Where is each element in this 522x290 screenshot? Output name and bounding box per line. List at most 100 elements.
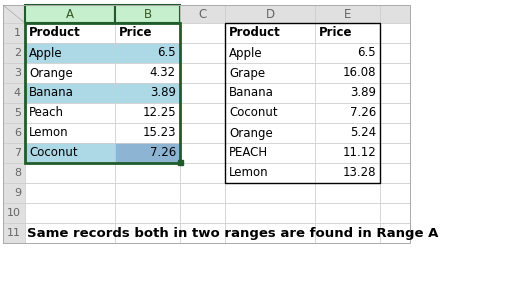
Bar bbox=[115, 143, 180, 163]
Text: D: D bbox=[266, 8, 275, 21]
Bar bbox=[3, 5, 25, 23]
Text: A: A bbox=[66, 8, 74, 21]
Bar bbox=[180, 163, 225, 183]
Bar bbox=[225, 43, 315, 63]
Bar bbox=[3, 123, 25, 143]
Bar bbox=[25, 203, 115, 223]
Bar bbox=[3, 183, 25, 203]
Bar bbox=[380, 103, 410, 123]
Bar bbox=[3, 23, 25, 43]
Bar bbox=[180, 123, 225, 143]
Bar bbox=[225, 143, 315, 163]
Text: 13.28: 13.28 bbox=[342, 166, 376, 180]
Bar bbox=[315, 63, 380, 83]
Text: 5.24: 5.24 bbox=[350, 126, 376, 139]
Bar bbox=[25, 43, 115, 63]
Bar bbox=[25, 5, 115, 23]
Bar bbox=[225, 183, 315, 203]
Bar bbox=[25, 163, 115, 183]
Bar bbox=[380, 23, 410, 43]
Text: 5: 5 bbox=[14, 108, 21, 118]
Text: 4.32: 4.32 bbox=[150, 66, 176, 79]
Text: 6.5: 6.5 bbox=[358, 46, 376, 59]
Bar bbox=[115, 23, 180, 43]
Text: Grape: Grape bbox=[229, 66, 265, 79]
Text: C: C bbox=[198, 8, 207, 21]
Text: 3.89: 3.89 bbox=[350, 86, 376, 99]
Text: 8: 8 bbox=[14, 168, 21, 178]
Bar bbox=[380, 43, 410, 63]
Bar bbox=[315, 23, 380, 43]
Bar bbox=[380, 183, 410, 203]
Bar bbox=[115, 163, 180, 183]
Bar bbox=[225, 103, 315, 123]
Bar bbox=[115, 223, 180, 243]
Bar bbox=[315, 5, 380, 23]
Bar bbox=[25, 23, 180, 163]
Text: Lemon: Lemon bbox=[29, 126, 68, 139]
Bar bbox=[225, 63, 315, 83]
Bar bbox=[25, 223, 115, 243]
Bar bbox=[25, 123, 115, 143]
Bar bbox=[115, 43, 180, 63]
Text: Product: Product bbox=[229, 26, 281, 39]
Bar bbox=[315, 203, 380, 223]
Bar bbox=[380, 223, 410, 243]
Bar bbox=[225, 23, 380, 183]
Bar bbox=[25, 143, 115, 163]
Bar bbox=[3, 5, 410, 243]
Bar bbox=[115, 83, 180, 103]
Bar bbox=[3, 43, 25, 63]
Bar bbox=[115, 63, 180, 83]
Text: Apple: Apple bbox=[29, 46, 63, 59]
Bar bbox=[180, 183, 225, 203]
Text: 16.08: 16.08 bbox=[342, 66, 376, 79]
Bar bbox=[115, 103, 180, 123]
Bar bbox=[225, 123, 315, 143]
Bar bbox=[3, 163, 25, 183]
Bar bbox=[3, 143, 25, 163]
Bar bbox=[315, 83, 380, 103]
Text: Price: Price bbox=[119, 26, 152, 39]
Bar bbox=[180, 143, 225, 163]
Text: Price: Price bbox=[319, 26, 352, 39]
Bar bbox=[3, 103, 25, 123]
Bar bbox=[380, 5, 410, 23]
Bar bbox=[225, 83, 315, 103]
Bar bbox=[315, 123, 380, 143]
Bar bbox=[3, 63, 25, 83]
Text: E: E bbox=[344, 8, 351, 21]
Bar bbox=[115, 5, 180, 23]
Text: Coconut: Coconut bbox=[29, 146, 78, 160]
Text: 6: 6 bbox=[14, 128, 21, 138]
Text: 12.25: 12.25 bbox=[143, 106, 176, 119]
Text: 1: 1 bbox=[14, 28, 21, 38]
Bar bbox=[25, 63, 115, 83]
Bar bbox=[225, 23, 315, 43]
Bar bbox=[25, 23, 115, 43]
Bar bbox=[315, 223, 380, 243]
Text: B: B bbox=[144, 8, 151, 21]
Text: 11: 11 bbox=[7, 228, 21, 238]
Text: 15.23: 15.23 bbox=[143, 126, 176, 139]
Text: 3: 3 bbox=[14, 68, 21, 78]
Bar bbox=[180, 5, 225, 23]
Text: Same records both in two ranges are found in Range A: Same records both in two ranges are foun… bbox=[27, 226, 438, 240]
Bar bbox=[380, 143, 410, 163]
Text: 9: 9 bbox=[14, 188, 21, 198]
Text: Banana: Banana bbox=[229, 86, 274, 99]
Bar bbox=[225, 223, 315, 243]
Bar bbox=[3, 83, 25, 103]
Bar bbox=[315, 183, 380, 203]
Bar bbox=[180, 83, 225, 103]
Text: 6.5: 6.5 bbox=[157, 46, 176, 59]
Bar bbox=[115, 203, 180, 223]
Text: 4: 4 bbox=[14, 88, 21, 98]
Bar bbox=[380, 83, 410, 103]
Text: 7.26: 7.26 bbox=[150, 146, 176, 160]
Text: 2: 2 bbox=[14, 48, 21, 58]
Bar bbox=[315, 163, 380, 183]
Bar bbox=[3, 203, 25, 223]
Text: 3.89: 3.89 bbox=[150, 86, 176, 99]
Bar bbox=[25, 83, 115, 103]
